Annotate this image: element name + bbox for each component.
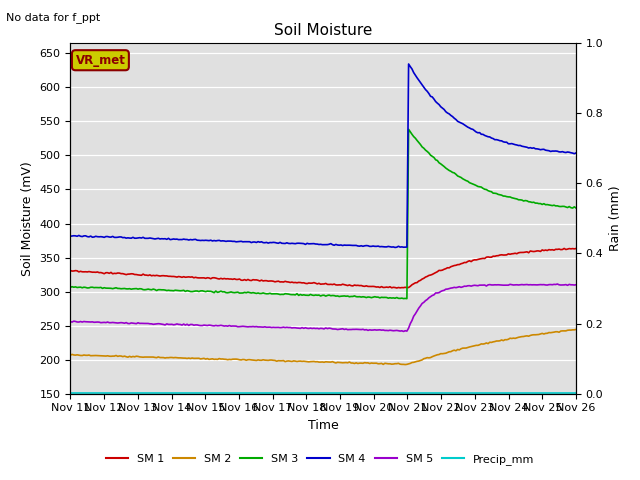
Line: SM 2: SM 2 bbox=[70, 329, 576, 364]
SM 1 bbox=[572, 246, 580, 252]
SM 1 bbox=[67, 268, 74, 274]
SM 3 bbox=[404, 126, 412, 132]
Y-axis label: Rain (mm): Rain (mm) bbox=[609, 186, 622, 251]
SM 1 bbox=[68, 268, 76, 274]
Y-axis label: Soil Moisture (mV): Soil Moisture (mV) bbox=[21, 161, 34, 276]
SM 2 bbox=[67, 352, 74, 358]
SM 2 bbox=[494, 338, 502, 344]
SM 3 bbox=[572, 205, 580, 211]
SM 4 bbox=[367, 243, 375, 249]
SM 2 bbox=[401, 361, 409, 367]
SM 2 bbox=[366, 360, 374, 366]
SM 5 bbox=[527, 282, 534, 288]
SM 2 bbox=[376, 361, 384, 367]
Text: VR_met: VR_met bbox=[76, 54, 125, 67]
Precip_mm bbox=[493, 390, 500, 396]
Precip_mm bbox=[67, 390, 74, 396]
X-axis label: Time: Time bbox=[308, 419, 339, 432]
SM 4 bbox=[496, 138, 504, 144]
Text: No data for f_ppt: No data for f_ppt bbox=[6, 12, 100, 23]
SM 2 bbox=[572, 326, 580, 332]
SM 1 bbox=[367, 284, 375, 289]
SM 4 bbox=[404, 61, 412, 67]
SM 3 bbox=[376, 295, 384, 301]
Line: SM 3: SM 3 bbox=[70, 129, 576, 299]
SM 5 bbox=[367, 327, 375, 333]
SM 4 bbox=[67, 233, 74, 239]
SM 3 bbox=[67, 285, 74, 290]
SM 1 bbox=[561, 246, 568, 252]
SM 3 bbox=[496, 192, 504, 198]
Precip_mm bbox=[68, 390, 76, 396]
Line: SM 4: SM 4 bbox=[70, 64, 576, 248]
SM 5 bbox=[572, 282, 580, 288]
SM 5 bbox=[366, 327, 374, 333]
SM 5 bbox=[554, 281, 561, 287]
SM 1 bbox=[494, 253, 502, 259]
Precip_mm bbox=[366, 390, 374, 396]
SM 1 bbox=[376, 285, 384, 290]
SM 4 bbox=[68, 233, 76, 239]
Precip_mm bbox=[525, 390, 532, 396]
Precip_mm bbox=[376, 390, 384, 396]
SM 4 bbox=[572, 150, 580, 156]
SM 3 bbox=[367, 295, 375, 300]
SM 4 bbox=[376, 244, 384, 250]
SM 1 bbox=[527, 248, 534, 254]
SM 4 bbox=[391, 245, 399, 251]
Title: Soil Moisture: Soil Moisture bbox=[274, 23, 372, 38]
SM 5 bbox=[68, 319, 76, 325]
SM 2 bbox=[367, 360, 375, 366]
SM 1 bbox=[393, 285, 401, 291]
SM 3 bbox=[403, 296, 411, 301]
SM 1 bbox=[366, 284, 374, 289]
Precip_mm bbox=[572, 390, 580, 396]
SM 4 bbox=[366, 243, 374, 249]
Line: SM 5: SM 5 bbox=[70, 284, 576, 331]
SM 5 bbox=[400, 328, 408, 334]
SM 2 bbox=[527, 333, 534, 338]
SM 2 bbox=[68, 351, 76, 357]
SM 3 bbox=[366, 294, 374, 300]
SM 5 bbox=[376, 327, 384, 333]
Precip_mm bbox=[367, 390, 375, 396]
SM 5 bbox=[67, 319, 74, 324]
SM 3 bbox=[68, 284, 76, 289]
Legend: SM 1, SM 2, SM 3, SM 4, SM 5, Precip_mm: SM 1, SM 2, SM 3, SM 4, SM 5, Precip_mm bbox=[101, 450, 539, 469]
SM 3 bbox=[528, 200, 536, 205]
Line: SM 1: SM 1 bbox=[70, 249, 576, 288]
SM 4 bbox=[528, 145, 536, 151]
SM 5 bbox=[494, 282, 502, 288]
